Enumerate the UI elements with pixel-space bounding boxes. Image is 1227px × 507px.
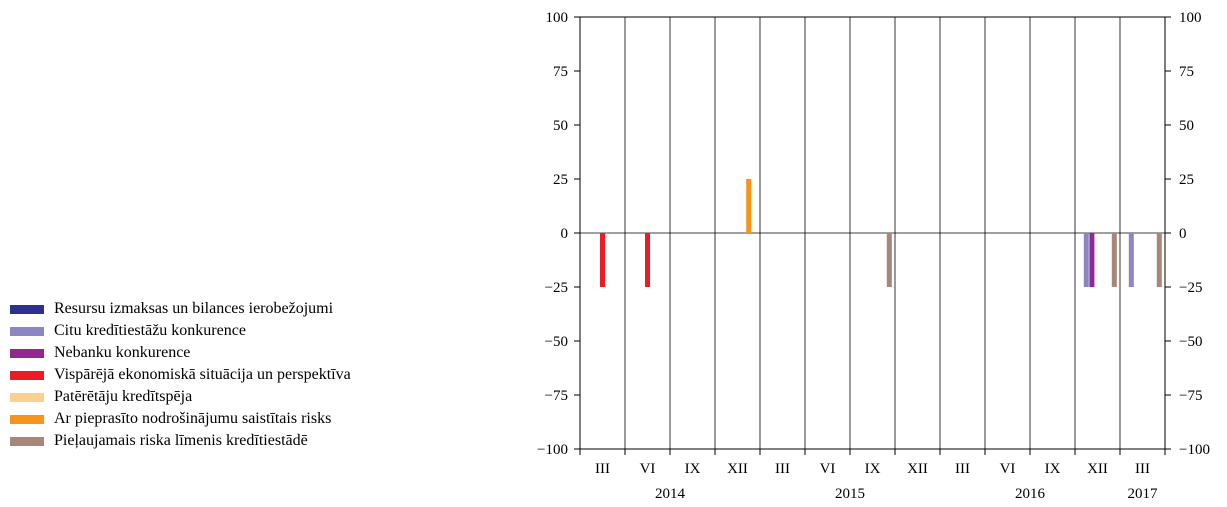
y-tick-label-left: −75 <box>545 388 568 404</box>
legend-swatch <box>10 392 44 402</box>
y-tick-label-right: −100 <box>1179 442 1210 458</box>
bar <box>1128 233 1134 287</box>
legend-swatch <box>10 326 44 336</box>
y-tick-label-right: −50 <box>1179 334 1202 350</box>
x-tick-label: VI <box>640 461 656 477</box>
legend-item: Patērētāju kredītspēja <box>10 386 351 408</box>
y-tick-label-left: −100 <box>537 442 568 458</box>
y-tick-label-left: 25 <box>553 172 568 188</box>
x-tick-label: VI <box>820 461 836 477</box>
year-label: 2017 <box>1128 486 1159 502</box>
y-tick-label-left: 75 <box>553 64 568 80</box>
year-label: 2016 <box>1015 486 1046 502</box>
x-tick-label: III <box>955 461 970 477</box>
year-label: 2014 <box>655 486 686 502</box>
x-tick-label: III <box>775 461 790 477</box>
y-tick-label-left: −50 <box>545 334 568 350</box>
year-label: 2015 <box>835 486 865 502</box>
y-tick-label-left: 0 <box>561 226 569 242</box>
y-tick-label-right: 100 <box>1179 10 1202 26</box>
legend-swatch <box>10 370 44 380</box>
legend-item: Ar pieprasīto nodrošinājumu saistītais r… <box>10 408 351 430</box>
plot-frame <box>579 16 1166 450</box>
legend: Resursu izmaksas un bilances ierobežojum… <box>10 298 351 452</box>
y-tick-label-right: 50 <box>1179 118 1194 134</box>
x-tick-label: III <box>595 461 610 477</box>
bar <box>1083 233 1089 287</box>
legend-label: Pieļaujamais riska līmenis kredītiestādē <box>54 432 308 449</box>
bar <box>746 179 752 233</box>
x-tick-label: IX <box>1045 461 1061 477</box>
legend-swatch <box>10 436 44 446</box>
y-tick-label-left: −25 <box>545 280 568 296</box>
legend-swatch <box>10 414 44 424</box>
x-tick-label: VI <box>1000 461 1016 477</box>
legend-item: Vispārējā ekonomiskā situācija un perspe… <box>10 364 351 386</box>
bar <box>600 233 605 287</box>
legend-swatch <box>10 304 44 314</box>
x-tick-label: IX <box>685 461 701 477</box>
legend-label: Nebanku konkurence <box>54 344 191 361</box>
y-tick-label-right: 0 <box>1179 226 1187 242</box>
legend-label: Ar pieprasīto nodrošinājumu saistītais r… <box>54 410 332 427</box>
legend-label: Citu kredītiestāžu konkurence <box>54 322 246 339</box>
legend-item: Pieļaujamais riska līmenis kredītiestādē <box>10 430 351 452</box>
legend-label: Resursu izmaksas un bilances ierobežojum… <box>54 300 334 317</box>
x-tick-label: XII <box>727 461 748 477</box>
bar <box>886 233 892 287</box>
y-tick-label-left: 100 <box>546 10 569 26</box>
legend-label: Vispārējā ekonomiskā situācija un perspe… <box>54 366 351 383</box>
x-tick-label: III <box>1135 461 1150 477</box>
bar <box>1089 233 1095 287</box>
y-tick-label-right: −75 <box>1179 388 1202 404</box>
y-tick-label-right: −25 <box>1179 280 1202 296</box>
legend-item: Citu kredītiestāžu konkurence <box>10 320 351 342</box>
y-tick-label-right: 25 <box>1179 172 1194 188</box>
x-tick-label: XII <box>907 461 928 477</box>
y-tick-label-left: 50 <box>553 118 568 134</box>
bar <box>1156 233 1162 287</box>
x-tick-label: IX <box>865 461 881 477</box>
bar <box>1111 233 1117 287</box>
bar <box>645 233 650 287</box>
legend-item: Nebanku konkurence <box>10 342 351 364</box>
legend-item: Resursu izmaksas un bilances ierobežojum… <box>10 298 351 320</box>
legend-label: Patērētāju kredītspēja <box>54 388 193 405</box>
x-tick-label: XII <box>1087 461 1108 477</box>
legend-swatch <box>10 348 44 358</box>
y-tick-label-right: 75 <box>1179 64 1194 80</box>
